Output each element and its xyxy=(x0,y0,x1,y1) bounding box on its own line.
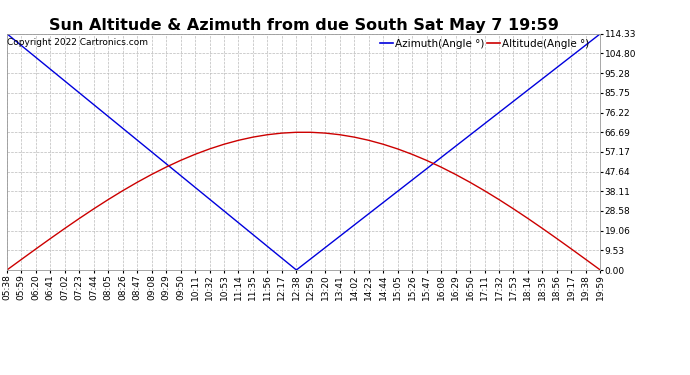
Legend: Azimuth(Angle °), Altitude(Angle °): Azimuth(Angle °), Altitude(Angle °) xyxy=(376,35,593,53)
Title: Sun Altitude & Azimuth from due South Sat May 7 19:59: Sun Altitude & Azimuth from due South Sa… xyxy=(49,18,558,33)
Text: Copyright 2022 Cartronics.com: Copyright 2022 Cartronics.com xyxy=(8,39,148,48)
